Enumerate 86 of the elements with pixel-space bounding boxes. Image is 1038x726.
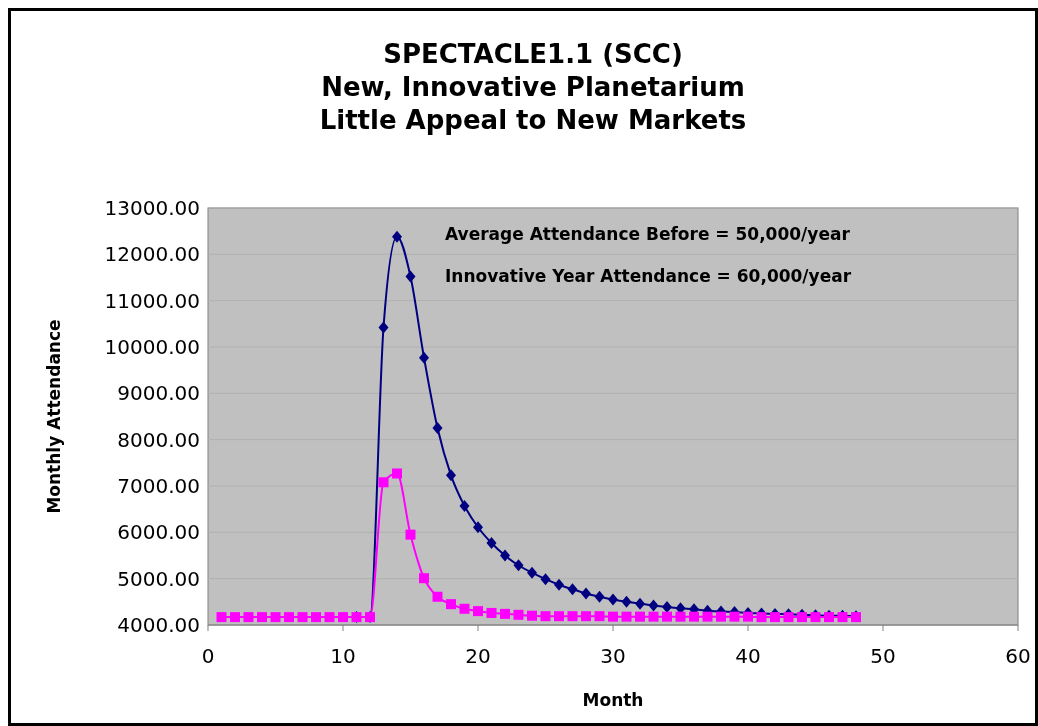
point [527,610,537,621]
y-tick-label: 5000.00 [117,566,200,591]
point [500,549,510,562]
point [540,611,551,622]
y-tick-label: 11000.00 [104,288,200,313]
point [783,612,794,623]
point [594,611,605,622]
point [770,612,780,623]
point [311,612,321,623]
point [230,612,240,623]
point [419,573,429,584]
point [459,499,470,512]
point [432,591,443,602]
point [608,593,618,606]
point [635,611,645,622]
point [297,612,308,623]
x-tick-label: 60 [1005,644,1031,668]
point [324,612,335,623]
point [513,559,524,572]
x-tick-label: 30 [600,644,626,668]
x-axis-title: Month [582,690,644,710]
y-tick-label: 12000.00 [104,242,200,267]
point [486,536,497,549]
annotation: Innovative Year Attendance = 60,000/year [445,266,852,286]
point [243,612,254,623]
x-tick-label: 0 [201,644,215,668]
point [446,599,456,610]
point [662,600,672,613]
point [473,521,483,534]
point [392,468,402,479]
point [446,469,456,482]
y-tick-label: 8000.00 [117,427,200,452]
point [594,590,605,603]
point [702,611,713,622]
point [648,611,659,622]
point [608,611,618,622]
point [378,321,389,334]
point [513,609,524,620]
point [743,611,753,622]
point [729,611,740,622]
x-tick-label: 50 [870,644,896,668]
point [392,230,402,243]
point [689,611,699,622]
y-tick-label: 6000.00 [117,520,200,545]
annotation: Average Attendance Before = 50,000/year [445,224,851,244]
point [554,611,564,622]
point [662,611,672,622]
point [716,611,726,622]
y-tick-label: 9000.00 [117,381,200,406]
point [756,612,767,623]
point [257,612,267,623]
point [378,477,389,488]
point [486,607,497,618]
point [270,612,281,623]
point [419,351,429,364]
point [432,422,443,435]
point [540,573,551,586]
point [216,612,227,623]
point [567,583,578,596]
x-tick-label: 40 [735,644,761,668]
point [648,599,659,612]
point [459,603,470,614]
point [797,612,807,623]
point [621,595,632,608]
y-axis-title: Monthly Attendance [44,319,64,514]
y-tick-label: 13000.00 [104,196,200,220]
point [405,529,416,540]
point [500,608,510,619]
point [621,611,632,622]
point [581,611,591,622]
point [527,566,537,579]
point [554,578,564,591]
point [675,611,686,622]
point [567,611,578,622]
chart-title: SPECTACLE1.1 (SCC) New, Innovative Planetarium Little Appeal to New Markets [319,39,747,135]
y-tick-label: 10000.00 [104,335,200,359]
x-tick-label: 10 [330,644,356,668]
point [581,587,591,600]
point [405,270,416,283]
y-tick-label: 7000.00 [117,474,200,498]
y-tick-label: 4000.00 [117,613,200,637]
x-tick-label: 20 [465,644,491,668]
point [338,612,348,623]
point [635,597,645,610]
point [284,612,294,623]
point [473,606,483,617]
